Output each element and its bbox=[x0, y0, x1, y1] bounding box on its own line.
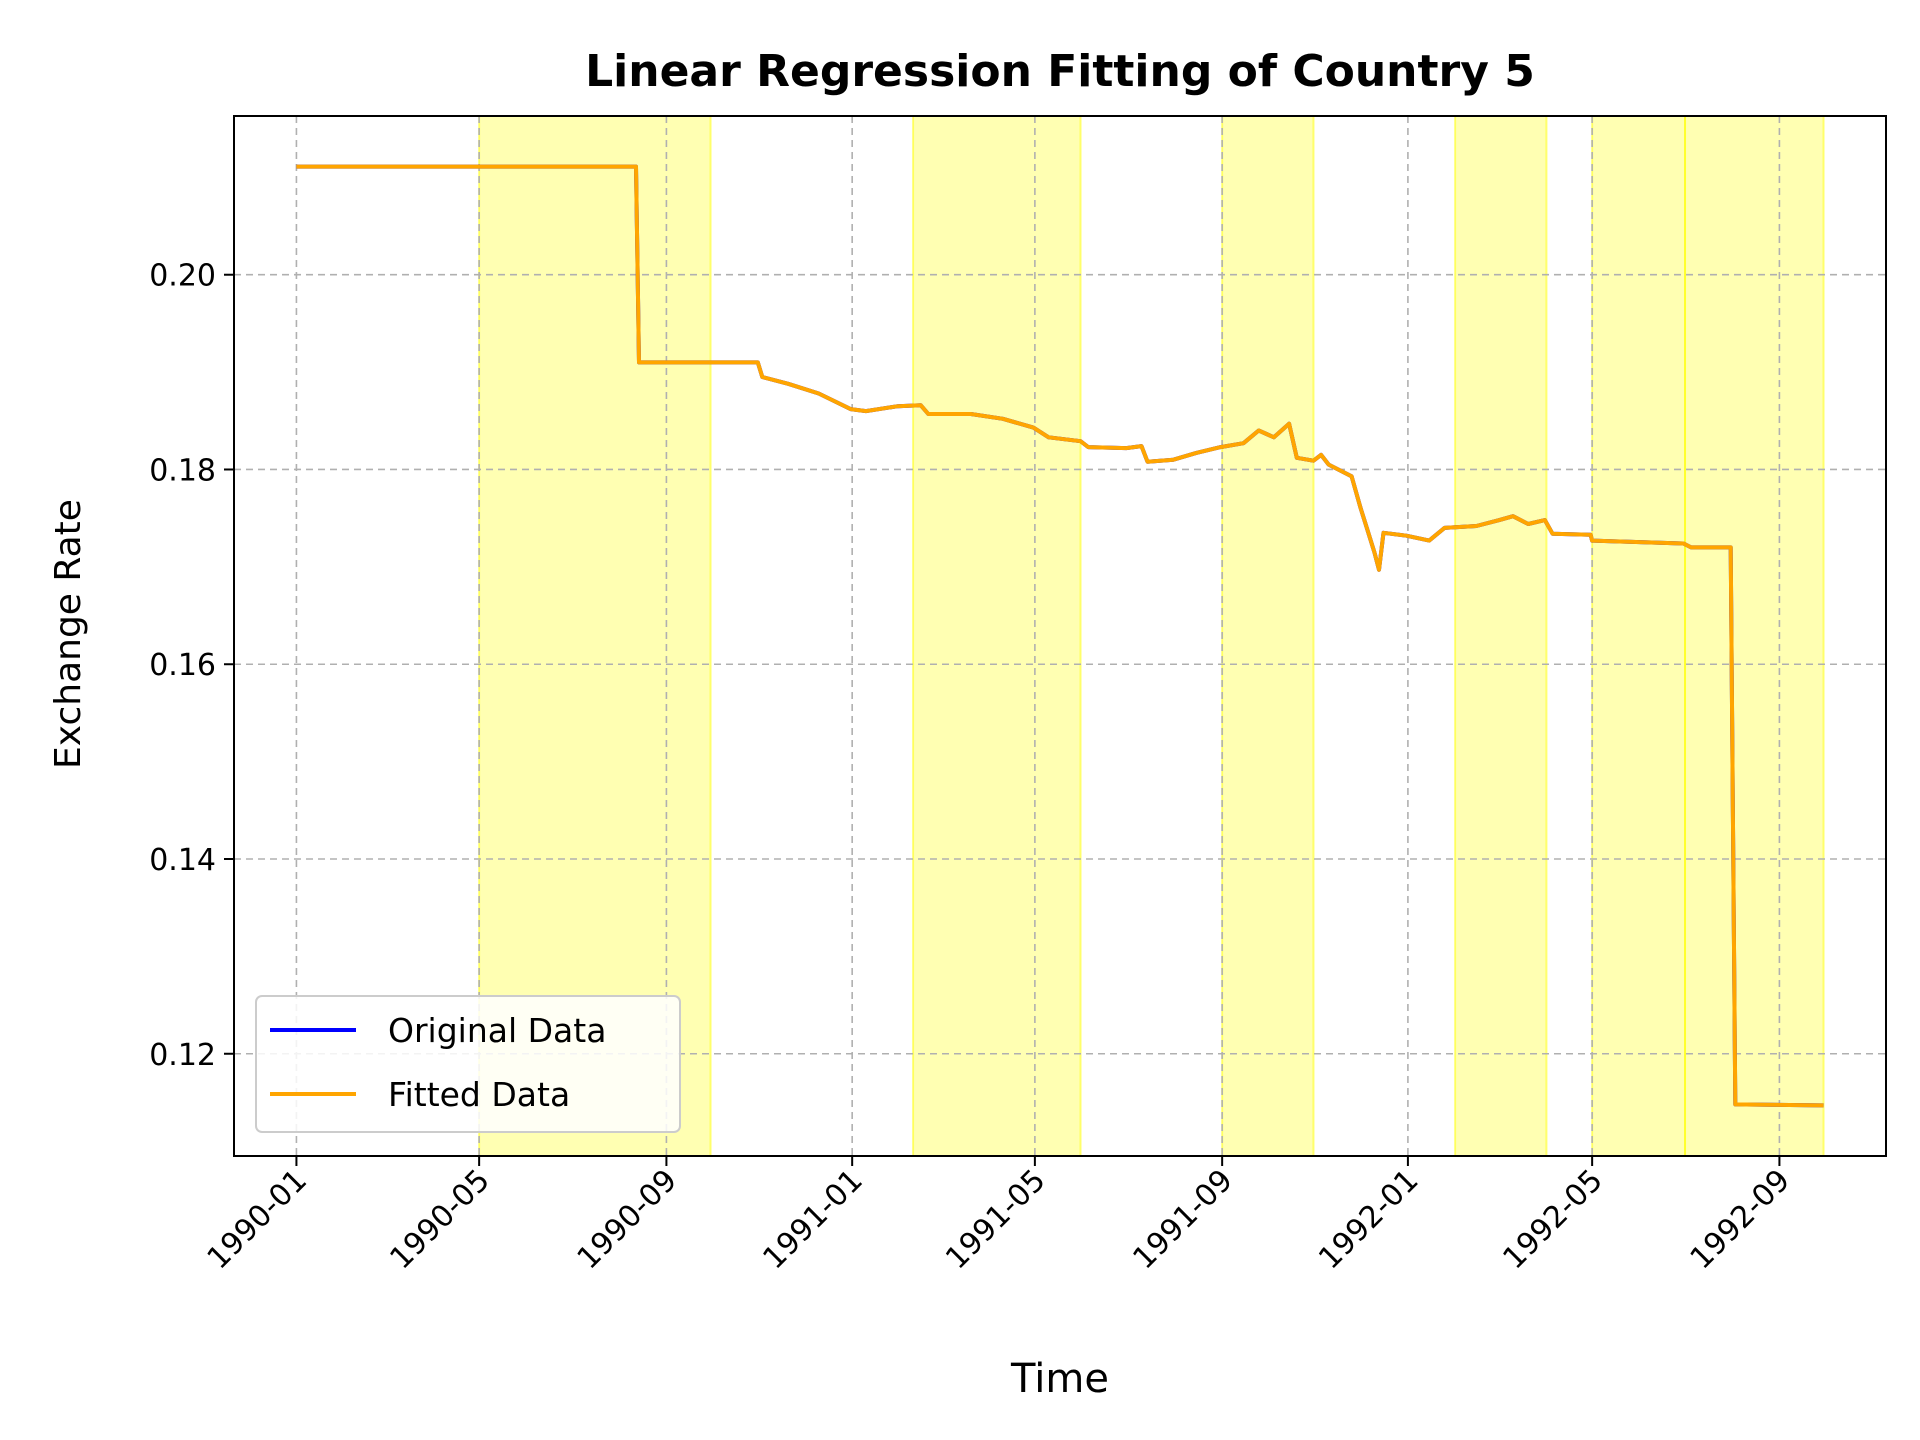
plot-area: 1990-01 1990-05 1990-09 1991-01 1991-05 1991-… bbox=[149, 115, 1887, 1276]
legend-box bbox=[255, 995, 681, 1133]
axes-frame bbox=[233, 115, 1887, 1157]
x-tick-label-5: 1991-09 bbox=[1126, 1163, 1239, 1276]
x-tick-label-2: 1990-09 bbox=[571, 1163, 684, 1276]
y-tick-label-3: 0.18 bbox=[149, 453, 216, 488]
y-axis-label: Exchange Rate bbox=[48, 499, 89, 769]
y-tick-label-0: 0.12 bbox=[149, 1038, 216, 1073]
shaded-region-0 bbox=[478, 115, 712, 1157]
shaded-region-1 bbox=[912, 115, 1082, 1157]
y-tick-label-1: 0.14 bbox=[149, 843, 216, 878]
x-tick-label-1: 1990-05 bbox=[383, 1163, 496, 1276]
y-tick-label-2: 0.16 bbox=[149, 648, 216, 683]
shaded-region-2 bbox=[1221, 115, 1315, 1157]
shaded-region-3 bbox=[1454, 115, 1548, 1157]
x-tick-label-7: 1992-05 bbox=[1496, 1163, 1609, 1276]
legend-label-fitted-data: Fitted Data bbox=[388, 1075, 570, 1114]
series-line-fitted-data bbox=[296, 164, 1824, 1108]
legend: Original Data Fitted Data bbox=[255, 995, 681, 1133]
x-tick-label-8: 1992-09 bbox=[1684, 1163, 1797, 1276]
x-axis-label: Time bbox=[1010, 1356, 1109, 1402]
legend-label-original-data: Original Data bbox=[388, 1011, 606, 1050]
x-tick-label-4: 1991-05 bbox=[939, 1163, 1052, 1276]
x-tick-label-0: 1990-01 bbox=[201, 1163, 314, 1276]
y-tick-label-4: 0.20 bbox=[149, 259, 216, 294]
chart-title: Linear Regression Fitting of Country 5 bbox=[585, 46, 1535, 97]
shaded-region-4 bbox=[1591, 115, 1687, 1157]
x-tick-label-6: 1992-01 bbox=[1312, 1163, 1425, 1276]
shaded-region-5 bbox=[1684, 115, 1825, 1157]
x-tick-label-3: 1991-01 bbox=[756, 1163, 869, 1276]
